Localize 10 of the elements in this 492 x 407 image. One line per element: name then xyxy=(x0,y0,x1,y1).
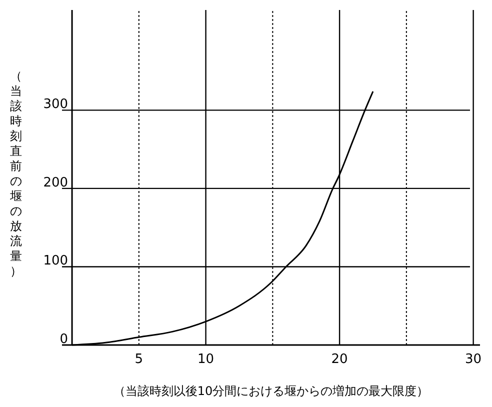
y-tick-label: 0 xyxy=(60,332,68,347)
text: （当該時刻直前の堰の放流量） xyxy=(10,69,22,278)
x-axis-title: （当該時刻以後10分間における堰からの増加の最大限度） xyxy=(113,384,429,398)
x-tick-label: 20 xyxy=(331,352,348,367)
x-tick-label: 10 xyxy=(198,352,214,367)
x-tick-label: 30 xyxy=(465,352,482,367)
x-tick-label: 5 xyxy=(134,352,144,367)
y-tick-label: 200 xyxy=(43,175,68,190)
y-tick-label: 300 xyxy=(43,97,68,112)
y-tick-label: 100 xyxy=(43,254,68,269)
